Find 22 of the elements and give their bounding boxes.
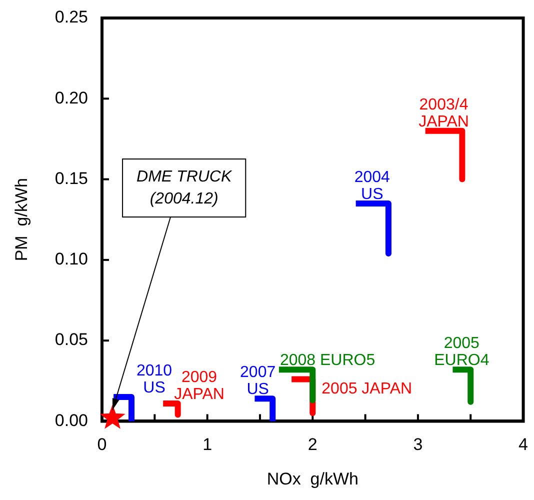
x-axis-title: NOx g/kWh bbox=[266, 469, 358, 488]
y-axis-title: PM g/kWh bbox=[12, 178, 31, 262]
x-tick-label: 4 bbox=[518, 435, 528, 454]
series-label: 2003/4 JAPAN bbox=[418, 96, 469, 130]
x-tick-label: 0 bbox=[97, 435, 107, 454]
y-tick-label: 0.05 bbox=[54, 330, 88, 350]
x-tick-label: 1 bbox=[202, 435, 212, 454]
annotation: DME TRUCK (2004.12) bbox=[136, 168, 233, 208]
series-label: 2005 JAPAN bbox=[322, 380, 412, 398]
series-label: 2009 JAPAN bbox=[174, 368, 224, 403]
y-tick-label: 0.25 bbox=[54, 8, 88, 27]
series-label: 2007 US bbox=[240, 364, 276, 398]
series-label: 2010 US bbox=[136, 362, 172, 396]
x-tick-label: 2 bbox=[308, 435, 318, 454]
series-label: 2004 US bbox=[354, 168, 390, 203]
series-label: 2008 EURO5 bbox=[280, 352, 376, 369]
y-tick-label: 0.15 bbox=[54, 168, 88, 188]
series-label: 2005 EURO4 bbox=[434, 334, 490, 369]
y-tick-label: 0.20 bbox=[54, 88, 88, 108]
y-tick-label: 0.10 bbox=[54, 250, 88, 269]
y-tick-label: 0.00 bbox=[54, 410, 88, 430]
x-tick-label: 3 bbox=[413, 435, 423, 454]
